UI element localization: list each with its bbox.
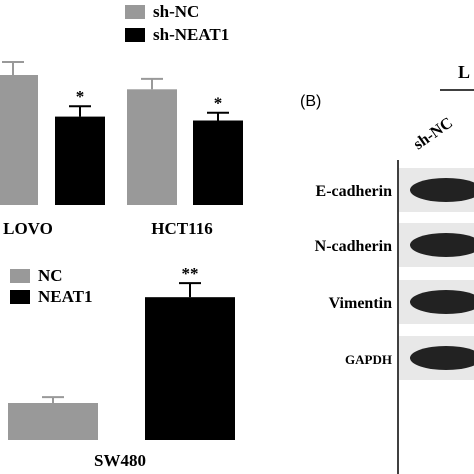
- legend-swatch: [10, 269, 30, 283]
- legend-label: NEAT1: [38, 287, 92, 306]
- western-blot-panel: (B) L sh-NC E-cadherin N-cadherin Vimentin…: [300, 62, 474, 474]
- blot-band: [410, 178, 474, 202]
- lane-label: sh-NC: [411, 114, 456, 153]
- row-label: N-cadherin: [315, 238, 392, 255]
- row-label: GAPDH: [345, 352, 392, 367]
- legend-label: NC: [38, 266, 63, 285]
- panel-label: (B): [300, 93, 321, 110]
- blot-band: [410, 346, 474, 370]
- x-tick-label: HCT116: [151, 219, 212, 238]
- bar: [8, 403, 98, 440]
- bar: [55, 116, 105, 205]
- legend-label: sh-NC: [153, 2, 199, 21]
- row-label: E-cadherin: [316, 183, 393, 200]
- legend-swatch: [125, 5, 145, 19]
- blot-header: L: [458, 62, 470, 82]
- legend-swatch: [10, 290, 30, 304]
- bar: [127, 89, 177, 205]
- blot-band: [410, 233, 474, 257]
- significance-mark: *: [76, 87, 85, 106]
- significance-mark: *: [214, 94, 223, 113]
- significance-mark: **: [182, 264, 199, 283]
- x-tick-label: SW480: [94, 451, 146, 470]
- row-label: Vimentin: [329, 295, 393, 312]
- bar: [145, 297, 235, 440]
- bar: [193, 120, 243, 205]
- legend-swatch: [125, 28, 145, 42]
- bar: [0, 75, 38, 205]
- legend-label: sh-NEAT1: [153, 25, 229, 44]
- x-tick-label: LOVO: [3, 219, 53, 238]
- blot-band: [410, 290, 474, 314]
